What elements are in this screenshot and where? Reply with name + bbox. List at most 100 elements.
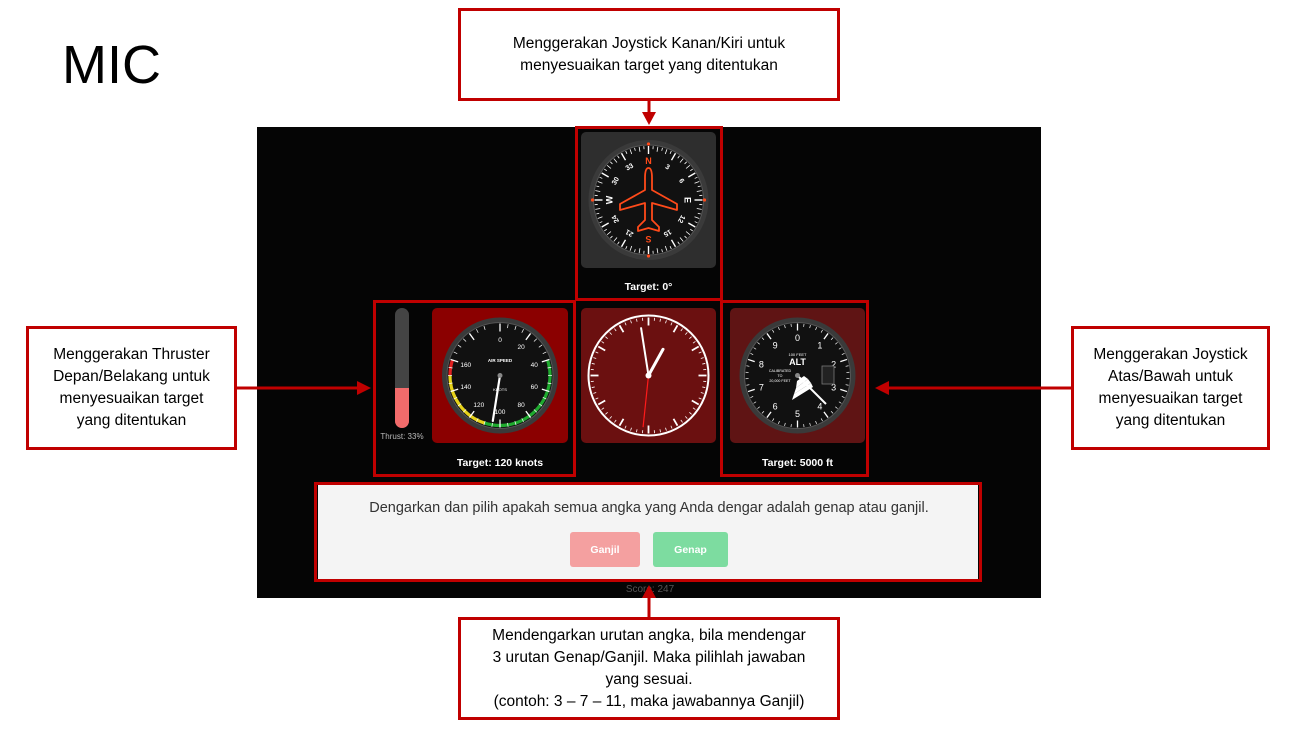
altimeter-label: 2 (831, 359, 836, 369)
heading-tick (638, 248, 641, 254)
altimeter-tick (746, 384, 750, 386)
airspeed-label: 80 (518, 402, 526, 409)
clock-tick (665, 320, 667, 324)
airspeed-tick (525, 333, 532, 341)
heading-label: E (683, 197, 693, 203)
clock (587, 314, 710, 437)
altimeter-calibrated-1: CALIBRATED (769, 369, 792, 373)
thrust-bar-fill (395, 388, 409, 428)
heading-tick (670, 239, 677, 248)
clock-tick (593, 357, 597, 359)
heading-marker (646, 142, 651, 146)
airspeed-tick (542, 351, 547, 355)
airspeed-label: 100 (495, 409, 506, 416)
altimeter-tick (761, 410, 765, 414)
clock-tick (702, 386, 706, 388)
altimeter-ticks (745, 323, 850, 428)
airspeed-tick (462, 338, 467, 342)
clock-tick (700, 357, 704, 359)
airspeed-unit: KNOTS (493, 387, 507, 392)
airspeed-tick (533, 409, 538, 413)
airspeed-tick (541, 358, 550, 363)
heading-tick (620, 239, 627, 248)
heading-tick (664, 245, 668, 251)
airspeed-tick (514, 325, 517, 330)
heading-tick (610, 235, 613, 239)
airspeed-tick (448, 382, 453, 384)
heading-tick (690, 228, 693, 232)
clock-tick (591, 363, 595, 365)
task-highlight-box (314, 482, 982, 582)
heading-tick (696, 208, 702, 210)
heading-tick (687, 172, 696, 178)
clock-tick (700, 392, 704, 394)
altimeter-tick (838, 347, 842, 350)
airspeed-tick (507, 324, 509, 329)
airspeed-indicator: 0 20 40 60 80 100 120 140 160 AIR SPEED KNOTS (442, 317, 558, 434)
airspeed-tick (457, 344, 462, 348)
altimeter-calibrated-3: 20,000 FEET (769, 379, 791, 383)
heading-tick (694, 216, 700, 219)
airspeed-label: 20 (518, 344, 526, 351)
altimeter-tick (820, 329, 823, 333)
altimeter-tick (766, 411, 772, 418)
altimeter-hub (795, 373, 800, 378)
altimeter-tick (757, 406, 760, 409)
heading-tick (661, 147, 663, 151)
heading-tick (694, 176, 698, 179)
clock-hub (645, 372, 652, 379)
heading-tick (625, 246, 628, 250)
altimeter-tick (753, 401, 757, 404)
heading-tick (606, 164, 612, 169)
heading-tick (604, 228, 607, 232)
heading-tick (617, 155, 620, 159)
clock-second-hand (642, 375, 650, 428)
clock-tick (601, 407, 605, 410)
clock-tick (689, 412, 692, 415)
airspeed-tick (468, 333, 475, 341)
airspeed-tick (448, 367, 453, 369)
heading-label: 24 (611, 214, 621, 224)
clock-tick (672, 324, 679, 333)
airspeed-tick (521, 418, 524, 422)
heading-tick (613, 158, 618, 163)
airspeed-tick (538, 344, 543, 348)
callout-audio-line-1: Mendengarkan urutan angka, bila mendenga… (492, 626, 806, 644)
heading-tick (625, 150, 628, 154)
airplane-icon (619, 167, 678, 232)
heading-tick (677, 155, 680, 159)
heading-label: 3 (664, 164, 671, 172)
airspeed-tick (525, 410, 532, 418)
clock-tick (614, 419, 617, 423)
altimeter-tick (747, 358, 755, 363)
altimeter-kollsman-window (821, 365, 835, 385)
altimeter-tick (747, 388, 755, 393)
clock-tick (685, 416, 688, 419)
heading-label: S (645, 234, 651, 244)
altimeter-label: 5 (795, 409, 800, 419)
altimeter-tick (778, 420, 780, 424)
clock-tick (605, 412, 608, 415)
altimeter-tick (835, 406, 838, 409)
airspeed-panel: 0 20 40 60 80 100 120 140 160 AIR SPEED KNOTS (432, 308, 568, 443)
airspeed-labels: 0 20 40 60 80 100 120 140 160 (460, 337, 538, 416)
score-text: Score: 247 (625, 584, 675, 595)
altimeter-tick (840, 388, 848, 393)
callout-heading-instruction: Menggerakan Joystick Kanan/Kiri untuk me… (458, 8, 840, 101)
thrust-bar[interactable] (395, 308, 409, 428)
ganjil-button[interactable]: Ganjil (570, 532, 640, 567)
task-prompt: Dengarkan dan pilih apakah semua angka y… (369, 500, 929, 516)
callout-heading-text: Menggerakan Joystick Kanan/Kiri untuk me… (512, 34, 786, 74)
heading-label: 12 (676, 214, 686, 224)
heading-tick (629, 149, 633, 155)
clock-tick (670, 322, 673, 326)
task-panel (318, 484, 978, 579)
altimeter-label: 0 (795, 333, 800, 343)
clock-tick (670, 425, 673, 429)
heading-tick (596, 212, 600, 215)
altimeter-tick (838, 401, 842, 404)
genap-button[interactable]: Genap (653, 532, 728, 567)
altimeter-label: 7 (759, 383, 764, 393)
heading-tick (684, 161, 687, 165)
clock-tick (609, 416, 612, 419)
